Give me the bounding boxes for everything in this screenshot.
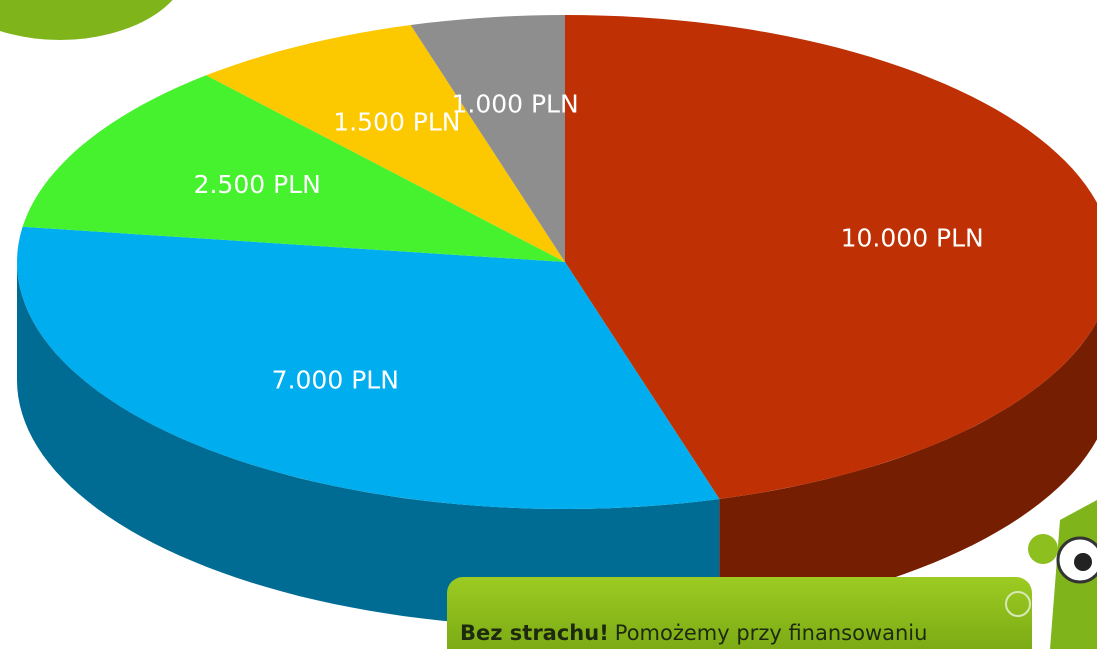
- banner-body: Pomożemy przy finansowaniu: [615, 621, 928, 645]
- slice-label: 2.500 PLN: [194, 170, 321, 199]
- decor-dot: [1028, 534, 1058, 564]
- slice-label: 1.000 PLN: [451, 90, 578, 119]
- banner-text: Bez strachu!Pomożemy przy finansowaniu: [460, 621, 927, 645]
- banner-bold: Bez strachu!: [460, 621, 609, 645]
- page: {"chart_data": {"type": "pie", "values":…: [0, 0, 1097, 649]
- slice-label: 10.000 PLN: [841, 224, 984, 253]
- slice-label: 1.500 PLN: [333, 107, 460, 136]
- slice-label: 7.000 PLN: [272, 366, 399, 395]
- decor-blob: [0, 0, 190, 40]
- chart: 10.000 PLN 7.000 PLN 2.500 PLN 1.500 PLN1.0…: [0, 0, 1097, 649]
- mascot-pupil: [1074, 553, 1092, 571]
